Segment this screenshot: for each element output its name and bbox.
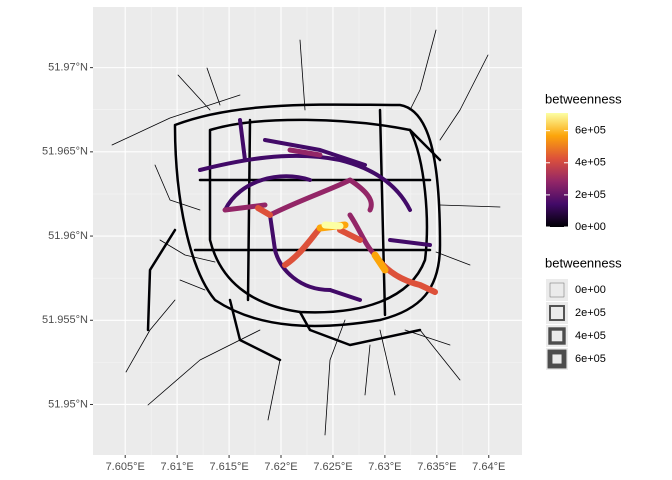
panel bbox=[93, 7, 522, 455]
x-tick-label: 7.63°E bbox=[368, 461, 401, 473]
y-tick-label: 51.95°N bbox=[48, 398, 88, 410]
legends: betweenness betweenness 0e+00 2e+05 4e+05 6… bbox=[545, 91, 622, 370]
x-tick-label: 7.615°E bbox=[209, 461, 248, 473]
x-tick-label: 7.61°E bbox=[161, 461, 194, 473]
y-tick-label: 51.97°N bbox=[48, 62, 88, 74]
colorbar bbox=[546, 113, 568, 227]
street-network bbox=[111, 29, 501, 436]
x-tick-label: 7.635°E bbox=[417, 461, 456, 473]
x-tick-label: 7.625°E bbox=[313, 461, 352, 473]
y-tick-label: 51.96°N bbox=[48, 230, 88, 242]
size-legend-title: betweenness bbox=[545, 255, 622, 270]
x-tick-label: 7.605°E bbox=[106, 461, 145, 473]
y-tick-label: 51.955°N bbox=[42, 314, 88, 326]
colorbar-label: 2e+05 bbox=[575, 189, 606, 201]
y-tick-label: 51.965°N bbox=[42, 146, 88, 158]
size-legend-label: 0e+00 bbox=[575, 284, 606, 296]
size-key bbox=[549, 282, 565, 298]
x-tick-label: 7.64°E bbox=[472, 461, 505, 473]
colorbar-label: 6e+05 bbox=[575, 125, 606, 137]
size-key bbox=[547, 349, 567, 369]
x-tick-label: 7.62°E bbox=[264, 461, 297, 473]
size-key bbox=[548, 327, 566, 345]
size-legend-label: 4e+05 bbox=[575, 330, 606, 342]
grid bbox=[93, 7, 522, 455]
size-key bbox=[549, 305, 565, 321]
colorbar-label: 0e+00 bbox=[575, 221, 606, 233]
axes: 7.605°E 7.61°E 7.615°E 7.62°E 7.625°E 7.63°E 7… bbox=[42, 62, 505, 473]
color-legend-title: betweenness bbox=[545, 91, 622, 106]
colorbar-label: 4e+05 bbox=[575, 157, 606, 169]
size-legend-label: 6e+05 bbox=[575, 353, 606, 365]
size-legend-label: 2e+05 bbox=[575, 307, 606, 319]
